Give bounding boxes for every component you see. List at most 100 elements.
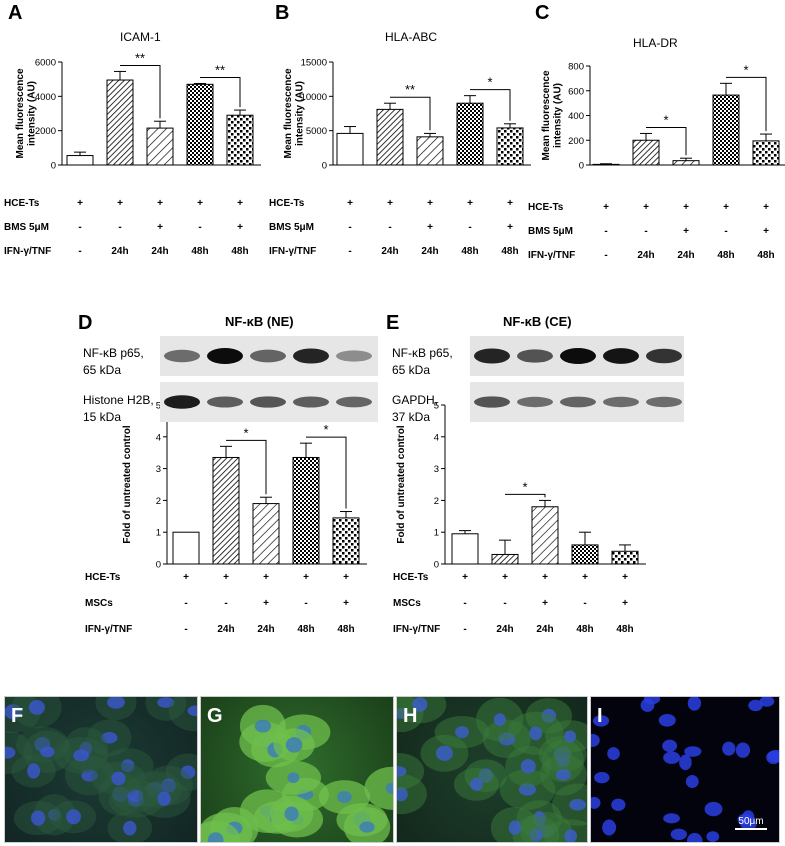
y-tick-label-D-0: 0 (156, 560, 161, 571)
blot-e-band-top-0 (474, 348, 510, 364)
cell-nucleus (670, 828, 687, 841)
cell-nucleus (337, 791, 352, 804)
cell-nucleus (455, 726, 469, 739)
condition-cell: + (467, 198, 473, 209)
y-axis-label-D: Fold of untreated control (122, 425, 133, 544)
blot-d-band-bottom-4 (336, 396, 372, 408)
cell-nucleus (412, 697, 428, 712)
condition-cell: + (387, 198, 393, 209)
condition-table-a: HCE-Ts + + + + + BMS 5μM - - + - + IFN-γ/TNF - 24h 24h 4… (0, 198, 260, 268)
cell-nucleus (520, 759, 536, 774)
condition-cell: 24h (677, 250, 695, 261)
y-tick-label-D-3: 3 (156, 464, 161, 475)
cell-nucleus (157, 791, 171, 807)
cell-nucleus (611, 798, 626, 811)
y-tick-label-B-3: 15000 (301, 58, 327, 69)
bar-A-2 (146, 127, 174, 166)
condition-cell: + (622, 598, 628, 609)
sig-label-A-1: ** (215, 62, 225, 77)
condition-table-d: HCE-Ts + + + + + MSCs - - + - + IFN-γ/TNF - 24h 24h 48h 4… (85, 572, 385, 642)
condition-cell: + (723, 202, 729, 213)
condition-cell: + (77, 198, 83, 209)
cell-nucleus (285, 737, 303, 753)
bar-C-3 (712, 94, 740, 166)
y-tick-label-C-4: 800 (568, 62, 584, 73)
condition-cell: - (604, 250, 608, 261)
cell-nucleus (121, 759, 135, 773)
cell-nucleus (663, 813, 680, 824)
bar-E-0 (451, 533, 479, 565)
y-tick-label-E-1: 1 (434, 528, 439, 539)
condition-cell: + (263, 572, 269, 583)
condition-cell: - (184, 598, 188, 609)
condition-cell: - (388, 222, 392, 233)
cell-nucleus (48, 808, 61, 821)
condition-cell: - (348, 246, 352, 257)
chart-title-b: HLA-ABC (385, 30, 438, 44)
bar-A-4 (226, 114, 254, 166)
condition-cell: + (763, 226, 769, 237)
sig-bracket-C-0 (646, 126, 687, 156)
sig-label-D-1: * (323, 422, 328, 437)
panel-letter-b: B (275, 2, 290, 24)
blot-d-band-top-0 (164, 349, 200, 363)
cell-body (145, 697, 187, 721)
bar-D-1 (212, 456, 240, 565)
y-axis-label-C: Mean fluorescenceintensity (AU) (541, 70, 564, 160)
y-axis-label-E: Fold of untreated control (396, 425, 407, 544)
blot-d-band-top-2 (250, 349, 286, 363)
cell-nucleus (359, 821, 375, 833)
y-tick-label-D-4: 4 (156, 432, 161, 443)
sig-bracket-E-0 (505, 493, 546, 498)
blot-e-band-bottom-3 (603, 396, 639, 408)
condition-cell: - (348, 222, 352, 233)
cell-nucleus (493, 713, 506, 726)
bar-E-1 (491, 553, 519, 565)
cell-nucleus (564, 829, 578, 842)
cell-nucleus (385, 782, 393, 794)
condition-cell: - (304, 598, 308, 609)
condition-cell: - (118, 222, 122, 233)
condition-cell: 48h (191, 246, 209, 257)
condition-cell: - (468, 222, 472, 233)
sig-bracket-C-1 (726, 76, 767, 132)
condition-cell: - (724, 226, 728, 237)
condition-cell: 48h (231, 246, 249, 257)
cell-nucleus (508, 820, 522, 835)
y-tick-label-E-2: 2 (434, 496, 439, 507)
condition-cell: 24h (421, 246, 439, 257)
cell-nucleus (146, 781, 164, 797)
condition-cell: + (582, 572, 588, 583)
blot-d-band-top-4 (336, 350, 372, 362)
cell-body (397, 752, 425, 790)
western-blot-d (160, 336, 378, 422)
condition-cell: 48h (616, 624, 634, 635)
condition-cell: 24h (536, 624, 554, 635)
cell-nucleus (563, 730, 577, 743)
cell-body (5, 731, 33, 775)
condition-cell: + (683, 226, 689, 237)
cell-nucleus (663, 751, 681, 764)
bar-E-4 (611, 550, 639, 565)
condition-row-label: IFN-γ/TNF (269, 246, 317, 257)
condition-cell: - (78, 222, 82, 233)
cell-nucleus (27, 763, 41, 779)
condition-cell: + (683, 202, 689, 213)
cell-nucleus (5, 704, 22, 720)
cell-nucleus (112, 786, 130, 802)
micro-letter-i: I (597, 705, 603, 727)
condition-cell: 48h (297, 624, 315, 635)
cell-nucleus (555, 769, 571, 781)
cell-nucleus (161, 778, 176, 793)
micrograph-g: G (200, 696, 394, 843)
bar-C-4 (752, 140, 780, 166)
bar-A-0 (66, 155, 94, 166)
sig-label-B-1: * (487, 75, 492, 90)
condition-row-label: HCE-Ts (85, 572, 121, 583)
cell-nucleus (679, 754, 692, 771)
condition-cell: + (197, 198, 203, 209)
condition-cell: 48h (576, 624, 594, 635)
condition-cell: + (343, 598, 349, 609)
